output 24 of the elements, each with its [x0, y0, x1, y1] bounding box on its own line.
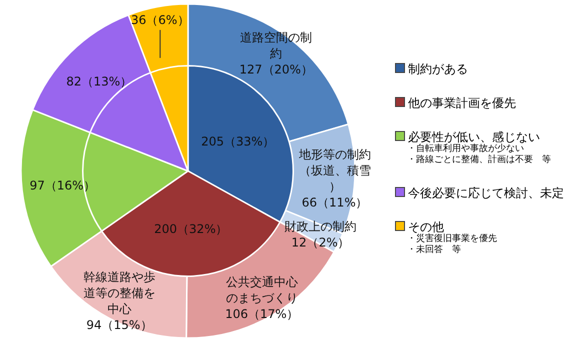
legend-label: 今後必要に応じて検討、未定	[408, 186, 564, 200]
text: ・未回答 等	[406, 245, 462, 256]
legend-label: 他の事業計画を優先	[408, 96, 516, 110]
data-label: 36（6%）	[130, 12, 190, 27]
data-label: 97（16%）	[30, 178, 96, 193]
slice-label: 地形等の制約（坂道、積雪）	[298, 147, 371, 194]
legend-label: その他	[408, 220, 444, 234]
data-label: 205（33%）	[201, 134, 275, 149]
slice-label: 道路空間の制約	[240, 30, 312, 60]
data-label: 106（17%）	[225, 307, 299, 322]
data-label: 66（11%）	[302, 195, 368, 210]
data-label: 127（20%）	[239, 62, 313, 76]
text: ・自転車利用や事故が少ない	[406, 144, 525, 154]
data-label: 94（15%）	[86, 318, 152, 332]
text: ・路線ごとに整備、計画は不要 等	[406, 155, 552, 166]
text: ・災害復旧事業を優先	[406, 234, 498, 244]
slice-label: 財政上の制約	[284, 219, 357, 234]
data-label: 82（13%）	[66, 74, 132, 88]
legend-label: 必要性が低い、感じない	[408, 130, 540, 144]
data-label: 12（2%）	[291, 235, 350, 250]
legend-label: 制約がある	[408, 62, 468, 76]
slice-label: 幹線道路や歩道等の整備を中心	[83, 270, 156, 316]
data-label: 200（32%）	[154, 222, 228, 236]
slice-label: 公共交通中心のまちづくり	[226, 275, 298, 306]
